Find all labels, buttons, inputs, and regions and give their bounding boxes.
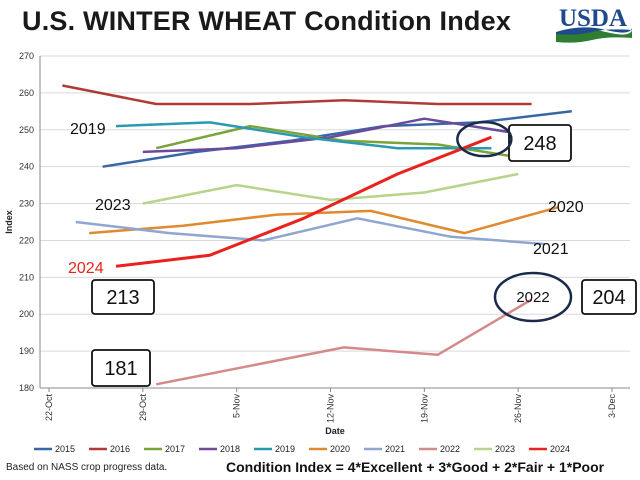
legend-label-2018: 2018 xyxy=(220,444,240,454)
series-lines xyxy=(62,84,572,386)
series-line-2018 xyxy=(142,117,519,154)
series-line-2022 xyxy=(155,298,533,386)
annotation-oval-2022 xyxy=(493,271,573,323)
annotation-value-213: 213 xyxy=(106,287,139,309)
y-tick-label: 210 xyxy=(19,272,34,282)
x-axis-label: Date xyxy=(325,426,345,436)
annotation-value-204: 204 xyxy=(592,287,625,309)
annotation-label-2020: 2020 xyxy=(548,199,584,216)
annotation-label-2022: 2022 xyxy=(516,289,549,306)
annotation-label-2019: 2019 xyxy=(70,121,106,138)
x-tick-label: 19-Nov xyxy=(419,394,429,424)
chart-title: U.S. WINTER WHEAT Condition Index xyxy=(22,6,512,36)
y-tick-label: 180 xyxy=(19,383,34,393)
series-line-2023 xyxy=(142,172,519,205)
series-line-2020 xyxy=(89,205,559,235)
legend-label-2024: 2024 xyxy=(550,444,570,454)
y-axis-label: Index xyxy=(4,210,14,234)
legend-label-2022: 2022 xyxy=(440,444,460,454)
legend-label-2019: 2019 xyxy=(275,444,295,454)
annotation-label-2021: 2021 xyxy=(533,241,569,258)
y-tick-label: 260 xyxy=(19,88,34,98)
y-tick-label: 270 xyxy=(19,51,34,61)
y-tick-label: 200 xyxy=(19,309,34,319)
annotation-label-2024: 2024 xyxy=(68,260,104,277)
legend-label-2015: 2015 xyxy=(55,444,75,454)
formula-text: Condition Index = 4*Excellent + 3*Good +… xyxy=(226,459,605,475)
series-line-2024 xyxy=(115,135,492,268)
x-tick-label: 29-Oct xyxy=(138,394,148,422)
annotation-value-181: 181 xyxy=(104,358,137,380)
series-line-2016 xyxy=(62,84,532,106)
x-tick-label: 26-Nov xyxy=(513,394,523,424)
x-tick-label: 22-Oct xyxy=(44,394,54,422)
logo-text: USDA xyxy=(559,5,627,32)
logo-swoosh-top xyxy=(556,27,632,35)
x-tick-label: 3-Dec xyxy=(607,394,617,419)
annotation-oval-2024-end xyxy=(456,120,513,158)
annotation-label-2023: 2023 xyxy=(95,197,131,214)
legend-label-2017: 2017 xyxy=(165,444,185,454)
series-line-2015 xyxy=(102,110,572,168)
annotations: 2019 2023 2024 2020 2021 248 213 181 204 2022 xyxy=(68,120,637,387)
series-line-2021 xyxy=(75,217,546,246)
series-line-2019 xyxy=(115,121,492,150)
legend-label-2021: 2021 xyxy=(385,444,405,454)
y-tick-label: 250 xyxy=(19,125,34,135)
legend: 2015 2016 2017 2018 2019 2020 2021 2022 2023 2024 xyxy=(34,444,570,454)
y-tick-label: 240 xyxy=(19,162,34,172)
annotation-value-248: 248 xyxy=(523,133,556,155)
usda-logo: USDA xyxy=(556,5,632,43)
annotation-box-248 xyxy=(508,124,572,162)
annotation-box-213 xyxy=(91,279,155,315)
source-note: Based on NASS crop progress data. xyxy=(6,462,168,473)
annotation-box-204 xyxy=(581,279,637,315)
y-tick-label: 190 xyxy=(19,346,34,356)
chart-axes: 180 190 200 210 220 230 240 250 260 270 22-Oct 29-O… xyxy=(4,51,630,436)
annotation-box-181 xyxy=(91,349,151,387)
x-tick-label: 12-Nov xyxy=(326,394,336,424)
y-tick-label: 220 xyxy=(19,235,34,245)
gridlines xyxy=(40,55,630,389)
x-tick-label: 5-Nov xyxy=(232,394,242,419)
legend-label-2023: 2023 xyxy=(495,444,515,454)
y-tick-label: 230 xyxy=(19,199,34,209)
legend-label-2016: 2016 xyxy=(110,444,130,454)
legend-label-2020: 2020 xyxy=(330,444,350,454)
